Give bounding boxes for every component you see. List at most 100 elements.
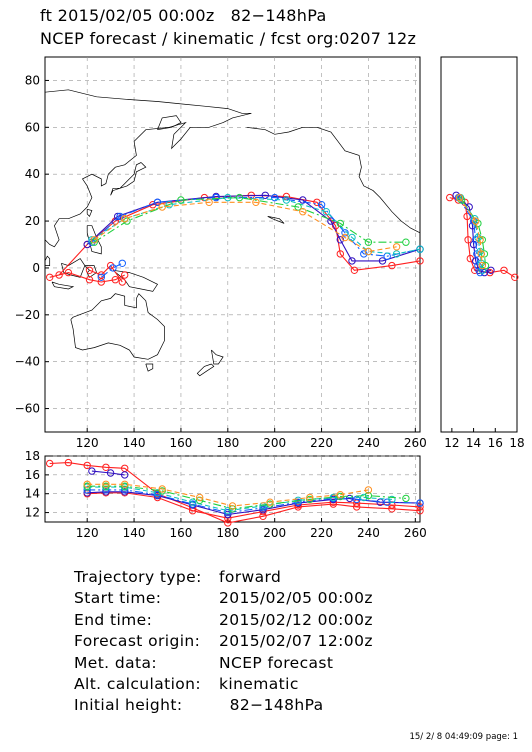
bottom-trajectory-point — [158, 485, 166, 493]
map-trajectory-point — [392, 243, 401, 251]
map-trajectory-point — [153, 198, 162, 207]
bottom-trajectory-point — [102, 463, 110, 471]
side-trajectory-point — [480, 268, 489, 277]
info-key: Initial height: — [74, 696, 183, 715]
map-trajectory-point — [97, 273, 106, 281]
coastline — [112, 269, 159, 292]
coastline — [145, 363, 154, 372]
map-trajectory-point — [116, 212, 124, 221]
coastline — [246, 126, 421, 234]
bottom-trajectory-point — [224, 507, 232, 515]
map-trajectory-point — [177, 196, 185, 204]
map-trajectory-point — [212, 193, 220, 202]
coastline — [86, 208, 93, 218]
side-x-tick-label: 16 — [488, 436, 503, 450]
coastline — [44, 255, 51, 266]
map-trajectory-point — [252, 198, 260, 207]
map-trajectory-point — [341, 233, 349, 242]
map-trajectory-line-blue — [91, 197, 421, 257]
map-trajectory-point — [90, 238, 98, 246]
coastline — [51, 281, 75, 290]
map-y-tick-label: −40 — [15, 355, 40, 369]
info-value: forward — [219, 568, 282, 586]
bottom-trajectory-point — [64, 458, 73, 467]
side-trajectory-point — [446, 193, 454, 202]
bottom-trajectory-point — [121, 471, 129, 479]
map-y-tick-label: −20 — [15, 308, 40, 322]
map-trajectory-point — [121, 215, 129, 223]
map-trajectory-point — [331, 222, 340, 230]
side-trajectory-point — [500, 266, 508, 274]
bottom-x-tick-label: 180 — [216, 526, 239, 540]
info-key: Trajectory type: — [74, 568, 202, 586]
info-row-initial-height: Initial height: 82−148hPa — [74, 696, 373, 717]
bottom-trajectory-point — [266, 500, 274, 508]
map-trajectory-point — [364, 247, 373, 256]
map-trajectory-point — [118, 278, 127, 286]
map-trajectory-point — [327, 217, 335, 225]
map-trajectory-point — [392, 250, 401, 258]
info-value: NCEP forecast — [219, 653, 334, 672]
coastline — [44, 112, 252, 248]
bottom-trajectory-point — [224, 508, 232, 517]
bottom-x-tick-label: 220 — [310, 526, 333, 540]
bottom-panel: 120 140 160 180 200 220 240 260 18 16 14 12 — [25, 449, 427, 540]
map-trajectory-point — [85, 276, 94, 284]
map-trajectory-point — [360, 250, 368, 258]
bottom-y-tick-label: 14 — [25, 487, 40, 501]
side-trajectory-point — [487, 266, 495, 274]
bottom-trajectory-point — [106, 469, 115, 477]
map-trajectory-point — [348, 257, 356, 265]
side-trajectory-line-blue — [457, 197, 481, 273]
bottom-x-tick-label: 140 — [123, 526, 146, 540]
footer-timestamp: 15/ 2/ 8 04:49:09 page: 1 — [409, 732, 518, 742]
bottom-trajectory-point — [306, 493, 314, 502]
side-trajectory-point — [474, 219, 482, 228]
bottom-trajectory-point — [88, 467, 96, 475]
map-trajectory-point — [336, 236, 344, 244]
map-panel: 120 140 160 180 200 220 240 260806040200−20−40−… — [15, 56, 427, 450]
map-trajectory-point — [118, 259, 127, 267]
bottom-x-tick-label: 240 — [357, 526, 380, 540]
side-trajectory-point — [480, 250, 489, 258]
bottom-trajectory-point — [158, 487, 166, 495]
map-trajectory-point — [85, 266, 94, 274]
bottom-trajectory-point — [266, 498, 274, 506]
info-row-start-time: Start time: 2015/02/05 00:00z — [74, 589, 373, 610]
map-trajectory-point — [97, 278, 106, 286]
map-trajectory-point — [317, 201, 326, 209]
coastline — [196, 363, 215, 377]
info-key: Start time: — [74, 589, 162, 608]
info-value: 2015/02/07 12:00z — [219, 632, 373, 651]
map-trajectory-point — [123, 217, 131, 225]
info-key: Forecast origin: — [74, 632, 201, 651]
map-trajectory-point — [388, 261, 396, 270]
map-trajectory-point — [83, 240, 91, 249]
chart-title-line1: ft 2015/02/05 00:00z 82−148hPa — [40, 6, 327, 25]
side-trajectory-line-cyan — [460, 197, 483, 271]
map-trajectory-line-cyan — [91, 197, 421, 255]
map-trajectory-point — [336, 250, 344, 258]
info-row-met-data: Met. data: NCEP forecast — [74, 654, 373, 675]
map-frame — [44, 56, 421, 433]
map-x-tick-label: 120 — [76, 436, 99, 450]
side-frame — [440, 56, 518, 433]
coastline — [157, 115, 182, 131]
map-x-tick-label: 220 — [310, 436, 333, 450]
map-trajectory-point — [336, 219, 344, 228]
bottom-trajectory-point — [224, 519, 232, 527]
info-value: 2015/02/05 00:00z — [219, 589, 373, 608]
info-row-trajectory-type: Trajectory type: forward — [74, 568, 373, 589]
side-trajectory-point — [478, 236, 486, 244]
bottom-trajectory-point — [121, 480, 129, 488]
coastline — [86, 225, 102, 255]
map-y-tick-label: 80 — [25, 73, 40, 87]
bottom-x-tick-label: 200 — [263, 526, 286, 540]
info-key: End time: — [74, 610, 153, 629]
info-row-forecast-origin: Forecast origin: 2015/02/07 12:00z — [74, 632, 373, 653]
info-row-alt-calculation: Alt. calculation: kinematic — [74, 675, 373, 696]
map-trajectory-point — [261, 191, 269, 200]
info-value: kinematic — [219, 674, 299, 693]
bottom-trajectory-point — [416, 503, 424, 511]
